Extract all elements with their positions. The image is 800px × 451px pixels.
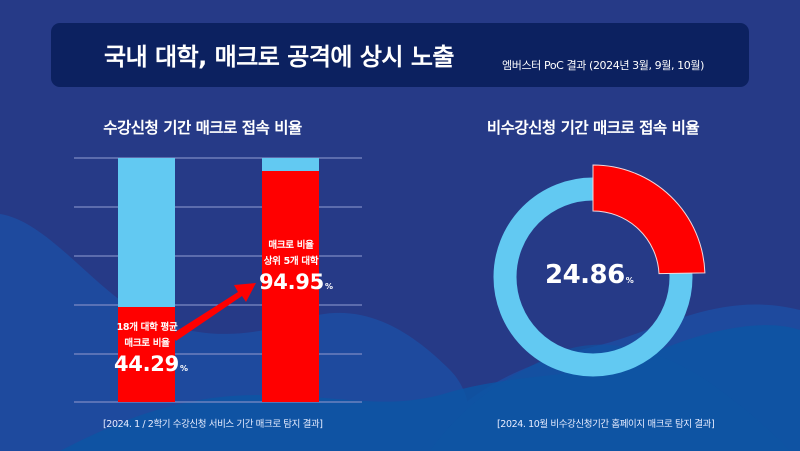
donut-value-unit: % bbox=[625, 276, 634, 285]
title-banner: 국내 대학, 매크로 공격에 상시 노출 엠버스터 PoC 결과 (2024년 … bbox=[51, 23, 749, 87]
bar1-label: 18개 대학 평균 매크로 비율 bbox=[106, 320, 188, 352]
bar-chart-title: 수강신청 기간 매크로 접속 비율 bbox=[103, 119, 302, 137]
bar1-label-line2: 매크로 비율 bbox=[124, 338, 170, 349]
page-title: 국내 대학, 매크로 공격에 상시 노출 bbox=[104, 43, 455, 71]
donut-chart bbox=[493, 164, 706, 377]
bar-chart-footnote: [2024. 1 / 2학기 수강신청 서비스 기간 매크로 탐지 결과] bbox=[103, 419, 323, 430]
bar2-value: 94.95% bbox=[259, 270, 333, 294]
bar2-macro-segment bbox=[262, 171, 319, 402]
donut-center-value: 24.86% bbox=[545, 260, 634, 290]
bar2-label-line1: 매크로 비율 bbox=[268, 240, 314, 251]
bar1-normal-segment bbox=[118, 158, 175, 307]
donut-value-number: 24.86 bbox=[545, 260, 625, 290]
donut-chart-footnote: [2024. 10월 비수강신청기간 홈페이지 매크로 탐지 결과] bbox=[497, 419, 715, 430]
wave-left bbox=[0, 214, 470, 451]
bar2-value-number: 94.95 bbox=[259, 270, 324, 294]
bar-top5-universities bbox=[262, 158, 319, 402]
bar1-value: 44.29% bbox=[114, 352, 188, 376]
wave-center-overlap bbox=[430, 344, 790, 451]
bar2-label-line2: 상위 5개 대학 bbox=[263, 256, 319, 267]
bar2-label: 매크로 비율 상위 5개 대학 bbox=[250, 238, 332, 270]
bar1-value-unit: % bbox=[179, 364, 188, 373]
bar2-normal-segment bbox=[262, 158, 319, 171]
bar1-label-line1: 18개 대학 평균 bbox=[116, 322, 178, 333]
bar2-value-unit: % bbox=[324, 282, 333, 291]
increase-arrow-icon bbox=[172, 283, 256, 341]
bar1-macro-segment bbox=[118, 307, 175, 402]
bar1-value-number: 44.29 bbox=[114, 352, 179, 376]
bar-18-universities-average bbox=[118, 158, 175, 402]
page-subtitle: 엠버스터 PoC 결과 (2024년 3월, 9월, 10월) bbox=[502, 59, 704, 72]
donut-macro-slice bbox=[592, 164, 706, 275]
donut-chart-title: 비수강신청 기간 매크로 접속 비율 bbox=[486, 119, 700, 137]
